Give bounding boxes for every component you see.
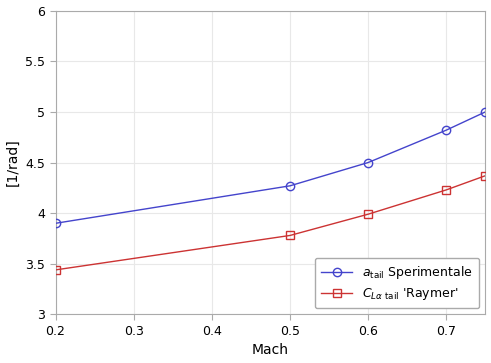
X-axis label: Mach: Mach	[252, 343, 289, 358]
Y-axis label: [1/rad]: [1/rad]	[5, 139, 20, 186]
Legend: $a_\mathregular{tail}$ Sperimentale, $C_{L\alpha\ \mathregular{tail}}$ 'Raymer': $a_\mathregular{tail}$ Sperimentale, $C_…	[315, 258, 479, 308]
